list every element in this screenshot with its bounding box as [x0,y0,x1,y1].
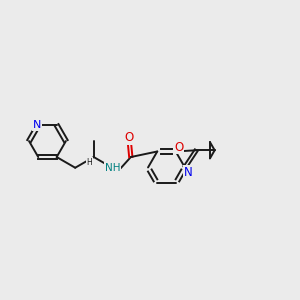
Text: O: O [174,140,183,154]
Text: O: O [125,130,134,144]
Text: NH: NH [104,163,120,173]
Text: N: N [184,166,193,179]
Text: N: N [33,120,41,130]
Text: H: H [86,158,92,167]
